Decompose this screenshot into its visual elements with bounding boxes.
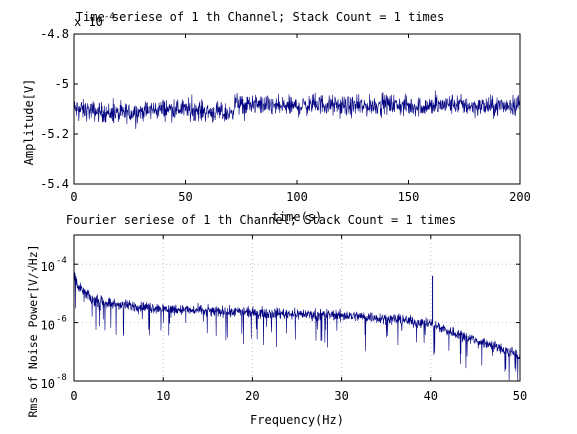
time-x-tick-label: 100 [286, 190, 308, 204]
fourier-x-ticks: 0 10 20 30 40 50 [70, 235, 527, 403]
time-y-tick-label: -5 [55, 77, 69, 91]
fourier-x-tick-label: 0 [70, 389, 77, 403]
fourier-x-axis-label: Frequency(Hz) [250, 413, 344, 427]
fourier-spectrum-trace [73, 271, 521, 382]
time-y-tick-label: -4.8 [40, 27, 69, 41]
fourier-x-tick-label: 10 [156, 389, 170, 403]
fourier-x-tick-label: 40 [424, 389, 438, 403]
time-x-tick-label: 50 [178, 190, 192, 204]
time-x-ticks: 0 50 100 150 200 [70, 34, 531, 204]
fourier-x-tick-label: 30 [334, 389, 348, 403]
fourier-y-tick-exponent: -8 [56, 373, 67, 383]
time-x-tick-label: 150 [398, 190, 420, 204]
time-y-ticks: -4.8 -5 -5.2 -5.4 [40, 27, 520, 191]
fourier-y-tick-exponent: -6 [56, 315, 67, 325]
fourier-spectrum-line [73, 271, 521, 382]
fourier-x-tick-label: 50 [513, 389, 527, 403]
time-x-tick-label: 0 [70, 190, 77, 204]
fourier-plot-title: Fourier seriese of 1 th Channel; Stack C… [66, 213, 456, 227]
time-y-tick-label: -5.4 [40, 177, 69, 191]
fourier-y-ticks: 10-410-610-8 [41, 256, 520, 391]
fourier-y-tick-base: 10 [41, 260, 55, 274]
time-y-multiplier-exponent: -4 [104, 12, 115, 22]
fourier-plot-frame [73, 234, 521, 382]
time-plot-title: Time seriese of 1 th Channel; Stack Coun… [76, 10, 444, 24]
fourier-series-plot: 0 10 20 30 40 50 10-410-610-8 Fourier seriese… [26, 213, 527, 427]
time-series-line [73, 90, 521, 130]
time-y-axis-label: Amplitude[V] [22, 79, 36, 166]
time-x-axis-label: time(s) [272, 210, 323, 224]
fourier-y-axis-label: Rms of Noise Power[V/√Hz] [26, 244, 40, 417]
time-y-multiplier: x 10 [74, 15, 103, 29]
fourier-x-tick-label: 20 [245, 389, 259, 403]
time-series-trace [73, 90, 521, 130]
fourier-y-tick-base: 10 [41, 377, 55, 391]
time-y-tick-label: -5.2 [40, 127, 69, 141]
time-series-plot: 0 50 100 150 200 -4.8 -5 -5.2 -5.4 x 10 -4 Time… [22, 10, 531, 224]
time-x-tick-label: 200 [509, 190, 531, 204]
fourier-y-tick-base: 10 [41, 319, 55, 333]
fourier-y-tick-exponent: -4 [56, 256, 67, 266]
